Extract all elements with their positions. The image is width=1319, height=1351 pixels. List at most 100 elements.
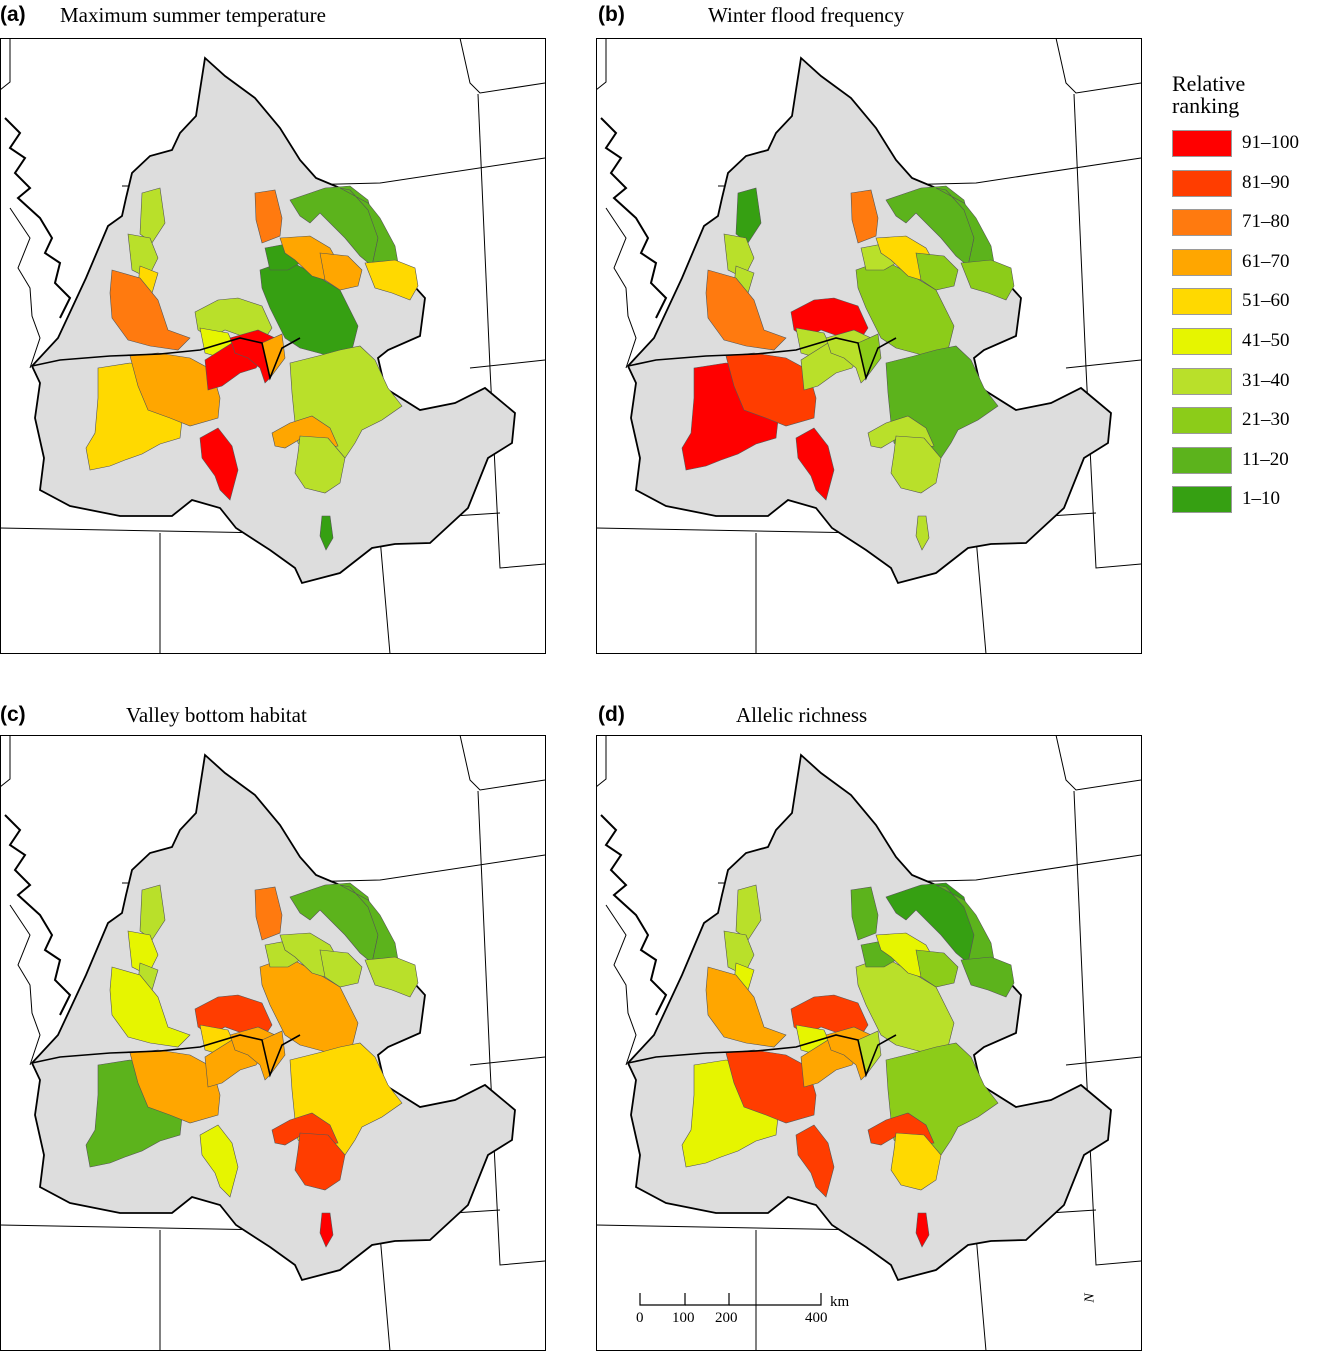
- state-border: [596, 38, 607, 91]
- watershed-john-day: [129, 1049, 221, 1124]
- watershed-pend-oreille: [254, 886, 283, 941]
- columbia-basin: [626, 753, 1112, 1282]
- legend-label: 51–60: [1242, 290, 1290, 312]
- state-border: [459, 38, 546, 94]
- legend-swatch: [1172, 486, 1232, 514]
- legend-label: 11–20: [1242, 448, 1289, 470]
- watershed-owyhee: [890, 1132, 942, 1191]
- columbia-basin: [626, 56, 1112, 585]
- state-border: [0, 38, 11, 91]
- panel-b-title: Winter flood frequency: [708, 3, 905, 27]
- legend-item: 91–100: [1172, 130, 1312, 158]
- state-border: [1073, 790, 1087, 1066]
- map-svg: [0, 38, 546, 654]
- state-border: [379, 537, 391, 654]
- watershed-south-tip: [915, 515, 930, 551]
- state-border: [605, 207, 637, 369]
- north-arrow-icon: N: [1082, 1293, 1098, 1303]
- legend-swatch: [1172, 407, 1232, 435]
- watershed-owyhee: [890, 435, 942, 494]
- scale-tick-0: 0: [636, 1310, 644, 1326]
- watershed-malheur: [199, 427, 239, 501]
- watershed-yakima-north: [723, 930, 755, 976]
- legend-title-line2: ranking: [1172, 93, 1240, 118]
- state-border: [1065, 359, 1142, 369]
- columbia-basin: [30, 56, 516, 585]
- watershed-john-day-west: [109, 269, 191, 351]
- legend-label: 71–80: [1242, 211, 1290, 233]
- coastline: [4, 814, 72, 1016]
- state-border: [596, 735, 607, 788]
- map-svg: [596, 735, 1142, 1351]
- state-border: [0, 527, 271, 534]
- watershed-clark-fork: [364, 956, 419, 998]
- panel-a-label: (a): [0, 3, 26, 26]
- columbia-basin: [30, 753, 516, 1282]
- legend-item: 31–40: [1172, 367, 1312, 396]
- legend-swatch: [1172, 367, 1232, 395]
- watershed-south-tip: [319, 515, 334, 551]
- state-border: [0, 735, 11, 788]
- legend-swatch: [1172, 288, 1232, 316]
- watershed-pend-oreille: [254, 189, 283, 244]
- legend-swatch: [1172, 446, 1232, 474]
- state-border: [596, 1224, 867, 1231]
- watershed-south-tip: [319, 1212, 334, 1248]
- legend-label: 21–30: [1242, 409, 1290, 431]
- watershed-yakima-north: [723, 233, 755, 279]
- map-panel-d: [596, 735, 1142, 1351]
- state-border: [1055, 735, 1142, 791]
- state-border: [975, 537, 987, 654]
- watershed-john-day-west: [109, 966, 191, 1048]
- legend-item: 1–10: [1172, 486, 1312, 514]
- watershed-pend-oreille: [850, 886, 879, 941]
- state-border: [459, 735, 546, 791]
- legend-item: 61–70: [1172, 248, 1312, 277]
- coastline: [600, 117, 668, 319]
- panel-d-label: (d): [598, 703, 625, 726]
- watershed-john-day-west: [705, 269, 787, 351]
- coastline: [600, 814, 668, 1016]
- watershed-kootenai: [885, 882, 975, 964]
- state-border: [477, 790, 491, 1066]
- legend-item: 71–80: [1172, 209, 1312, 237]
- watershed-malheur: [795, 427, 835, 501]
- watershed-clark-fork: [364, 259, 419, 301]
- legend-swatch: [1172, 248, 1232, 276]
- state-border: [596, 527, 867, 534]
- panel-c-title: Valley bottom habitat: [126, 703, 307, 727]
- watershed-kootenai: [289, 882, 379, 964]
- river-line: [31, 337, 301, 381]
- legend-item: 41–50: [1172, 328, 1312, 356]
- scale-bar: [639, 1293, 822, 1306]
- legend-label: 41–50: [1242, 330, 1290, 351]
- panel-a-title: Maximum summer temperature: [60, 3, 326, 27]
- legend-swatch: [1172, 209, 1232, 237]
- legend-item: 51–60: [1172, 288, 1312, 316]
- watershed-bitterroot: [319, 949, 363, 988]
- coastline: [4, 117, 72, 319]
- watershed-malheur: [199, 1124, 239, 1198]
- state-border: [605, 904, 637, 1066]
- watershed-john-day: [129, 352, 221, 427]
- watershed-kootenai: [885, 185, 975, 267]
- map-panel-a: [0, 38, 546, 654]
- watershed-columbia-upper-west: [735, 884, 762, 941]
- panel-c-label: (c): [0, 703, 26, 726]
- river-line: [627, 337, 897, 381]
- state-border: [1065, 1056, 1142, 1066]
- river-line: [31, 1034, 301, 1078]
- legend-label: 81–90: [1242, 171, 1290, 193]
- state-border: [469, 1056, 546, 1066]
- legend-item: 11–20: [1172, 446, 1312, 475]
- watershed-owyhee: [294, 435, 346, 494]
- state-border: [9, 904, 41, 1066]
- legend-item: 81–90: [1172, 169, 1312, 198]
- watershed-kootenai: [289, 185, 379, 267]
- watershed-john-day-west: [705, 966, 787, 1048]
- watershed-columbia-upper-west: [735, 187, 762, 244]
- map-panel-c: [0, 735, 546, 1351]
- scale-tick-100: 100: [672, 1310, 695, 1326]
- watershed-bitterroot: [915, 252, 959, 291]
- watershed-malheur: [795, 1124, 835, 1198]
